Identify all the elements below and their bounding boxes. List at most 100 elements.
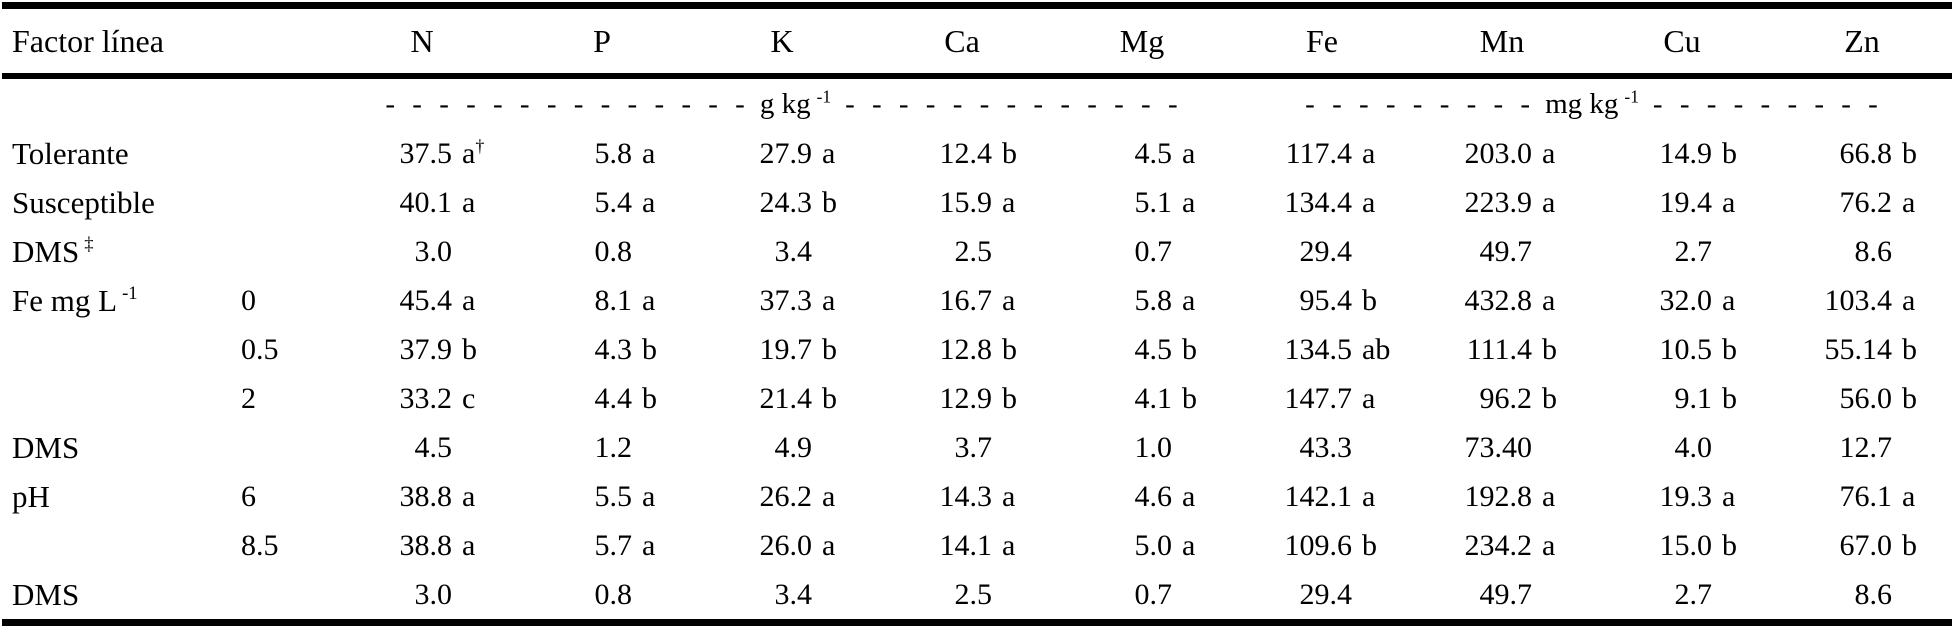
cell-value: 5.8 (594, 136, 633, 170)
cell-value: 134.4 (1284, 185, 1353, 219)
value-cell: 223.9 a (1412, 178, 1592, 227)
cell-value: 147.7 (1284, 381, 1353, 415)
row-level: 0 (241, 283, 256, 317)
col-header-k: K (692, 5, 872, 79)
value-cell: 26.2 a (692, 472, 872, 521)
col-header-mg: Mg (1052, 5, 1232, 79)
cell-group-letter: a (462, 136, 476, 170)
value-cell: 76.2 a (1772, 178, 1952, 227)
cell-group-letter: a (1722, 283, 1736, 317)
cell-group-letter: b (1002, 136, 1017, 170)
cell-group-letter: a (1002, 185, 1016, 219)
cell-group-letter: a (1362, 136, 1376, 170)
row-level (227, 178, 332, 227)
cell-value: 66.8 (1839, 136, 1893, 170)
cell-value: 26.2 (759, 479, 813, 513)
col-header-zn: Zn (1772, 5, 1952, 79)
cell-significance-group: a (1362, 186, 1406, 220)
units-dashes: - - - - - - - - - (1305, 87, 1532, 120)
cell-value: 5.1 (1134, 185, 1173, 219)
cell-value: 73.40 (1464, 430, 1533, 464)
cell-group-letter: a (1182, 136, 1196, 170)
value-cell: 5.8 a (1052, 276, 1232, 325)
cell-significance-group: a (1362, 480, 1406, 514)
row-factor-label (2, 325, 227, 374)
value-cell: 2.5 (872, 570, 1052, 623)
value-cell: 38.8 a (332, 521, 512, 570)
value-cell: 3.4 (692, 570, 872, 623)
value-cell: 5.1 a (1052, 178, 1232, 227)
row-factor-footnote-mark: ‡ (84, 234, 94, 256)
row-factor-label: Tolerante (2, 129, 227, 178)
cell-group-letter: b (1182, 381, 1197, 415)
units-dashes: - - - - - - - - - - - - - - (385, 87, 746, 120)
cell-value: 27.9 (759, 136, 813, 170)
row-factor-text: Fe mg L (12, 282, 118, 318)
cell-group-letter: a (1902, 185, 1916, 219)
cell-group-letter: b (1002, 381, 1017, 415)
row-level (227, 423, 332, 472)
cell-significance-group: a (462, 186, 506, 220)
cell-group-letter: b (642, 332, 657, 366)
cell-group-letter: a (1002, 283, 1016, 317)
row-factor-label: DMS ‡ (2, 227, 227, 276)
cell-value: 111.4 (1466, 332, 1532, 366)
value-cell: 8.1 a (512, 276, 692, 325)
value-cell: 3.4 (692, 227, 872, 276)
value-cell: 4.6 a (1052, 472, 1232, 521)
cell-significance-group: b (1182, 382, 1226, 416)
cell-group-letter: a (1182, 185, 1196, 219)
value-cell: 49.7 (1412, 227, 1592, 276)
cell-significance-group: b (1542, 382, 1586, 416)
row-factor-text: DMS (12, 233, 80, 269)
cell-significance-group: a (1002, 480, 1046, 514)
value-cell: 117.4 a (1232, 129, 1412, 178)
table-row: DMS 3.0 0.8 3.4 2.5 0.7 29.4 49.7 2.7 8.6 (2, 570, 1952, 623)
cell-value: 12.7 (1839, 430, 1893, 464)
cell-significance-group: b (1002, 382, 1046, 416)
cell-significance-group: a (462, 529, 506, 563)
value-cell: 56.0 b (1772, 374, 1952, 423)
cell-significance-group: b (462, 333, 506, 367)
value-cell: 96.2 b (1412, 374, 1592, 423)
value-cell: 432.8 a (1412, 276, 1592, 325)
value-cell: 5.0 a (1052, 521, 1232, 570)
cell-significance-group: a (642, 284, 686, 318)
cell-value: 21.4 (759, 381, 813, 415)
value-cell: 142.1 a (1232, 472, 1412, 521)
units-exponent: -1 (816, 85, 832, 106)
cell-value: 12.4 (939, 136, 993, 170)
cell-group-letter: b (1722, 136, 1737, 170)
cell-value: 0.7 (1134, 577, 1173, 611)
units-row: - - - - - - - - - - - - - -g kg -1- - - -… (2, 76, 1952, 129)
cell-value: 12.9 (939, 381, 993, 415)
cell-significance-group: a (1902, 186, 1946, 220)
cell-significance-group: a (1182, 284, 1226, 318)
cell-value: 8.1 (594, 283, 633, 317)
row-level (227, 227, 332, 276)
cell-value: 1.2 (594, 430, 633, 464)
cell-value: 8.6 (1854, 234, 1893, 268)
cell-group-letter: a (642, 283, 656, 317)
cell-group-letter: a (462, 528, 476, 562)
cell-group-letter: b (1902, 528, 1917, 562)
cell-group-letter: c (462, 381, 476, 415)
cell-group-letter: b (1902, 332, 1917, 366)
cell-significance-group: a (1902, 480, 1946, 514)
cell-value: 8.6 (1854, 577, 1893, 611)
value-cell: 40.1 a (332, 178, 512, 227)
cell-value: 45.4 (399, 283, 453, 317)
row-factor-label (2, 374, 227, 423)
cell-significance-group: b (642, 333, 686, 367)
row-factor-text: DMS (12, 576, 80, 612)
cell-significance-group: b (822, 186, 866, 220)
cell-value: 10.5 (1659, 332, 1713, 366)
cell-value: 3.4 (774, 234, 813, 268)
value-cell: 32.0 a (1592, 276, 1772, 325)
table-row: pH 6 38.8 a 5.5 a 26.2 a 14.3 a 4.6 a 142.1 a 192.8 a… (2, 472, 1952, 521)
cell-significance-group: c (462, 382, 506, 416)
units-dashes: - - - - - - - - - (1652, 87, 1879, 120)
value-cell: 0.7 (1052, 570, 1232, 623)
row-level: 8.5 (241, 528, 279, 562)
